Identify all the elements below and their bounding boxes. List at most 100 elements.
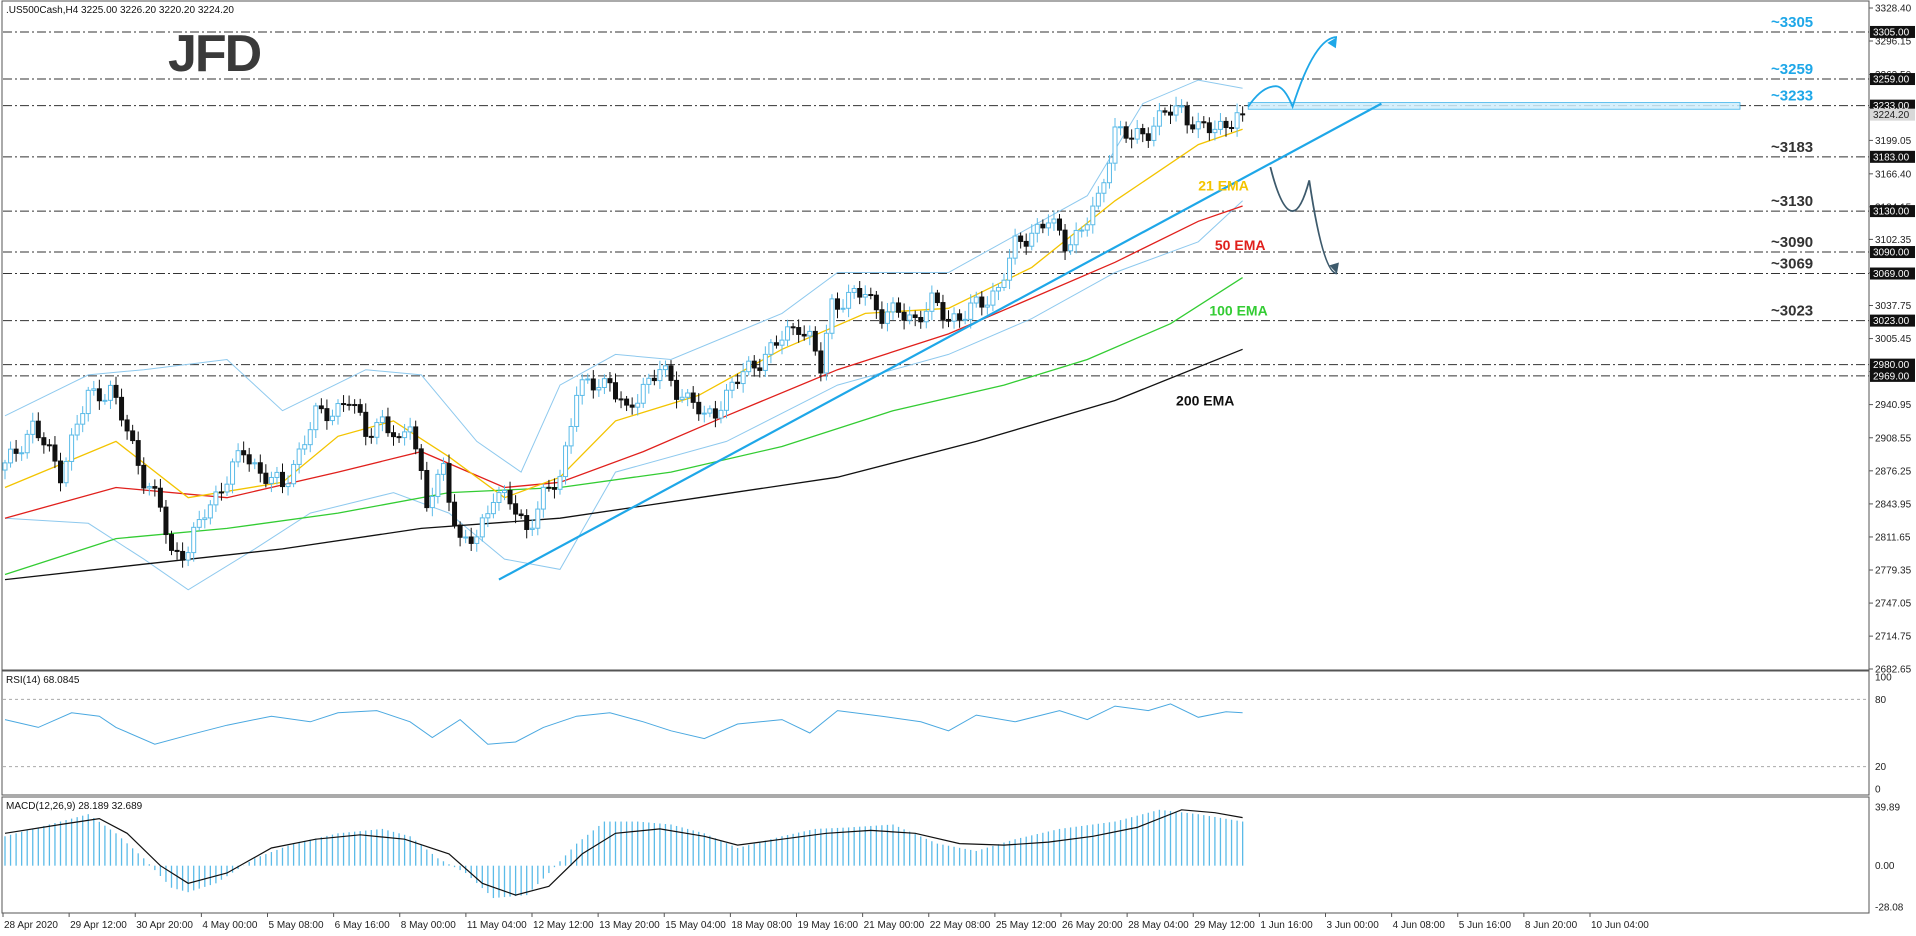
level-label: ~3305 bbox=[1771, 14, 1813, 31]
macd-pane[interactable] bbox=[1, 796, 1870, 914]
candle-body bbox=[629, 404, 635, 408]
candle-body bbox=[912, 314, 918, 319]
candle-body bbox=[973, 296, 979, 304]
candle-body bbox=[1101, 182, 1107, 194]
candle-body bbox=[180, 550, 186, 561]
candle-body bbox=[1201, 121, 1207, 124]
candle-body bbox=[96, 388, 102, 402]
rsi-header: RSI(14) 68.0845 bbox=[6, 675, 80, 686]
candle-body bbox=[185, 552, 191, 561]
macd-y-tick: 0.00 bbox=[1875, 861, 1895, 872]
x-tick-label: 28 Apr 2020 bbox=[4, 920, 58, 931]
candle-body bbox=[651, 377, 657, 382]
ema-label: 100 EMA bbox=[1209, 302, 1267, 318]
candle-body bbox=[274, 471, 280, 478]
candle-body bbox=[202, 517, 208, 521]
x-tick-label: 4 May 00:00 bbox=[202, 920, 257, 931]
candle-body bbox=[779, 339, 785, 346]
candle-body bbox=[485, 513, 491, 519]
candle-body bbox=[812, 330, 818, 352]
candle-body bbox=[1173, 105, 1179, 116]
x-tick-label: 8 May 00:00 bbox=[401, 920, 456, 931]
candle-body bbox=[585, 378, 591, 381]
candle-body bbox=[840, 307, 846, 310]
candle-body bbox=[291, 463, 297, 485]
candle-body bbox=[746, 360, 752, 373]
candle-body bbox=[940, 302, 946, 320]
candle-body bbox=[246, 454, 252, 465]
candle-body bbox=[546, 486, 552, 489]
candle-body bbox=[1034, 223, 1040, 234]
level-axis-box bbox=[1870, 314, 1915, 327]
candle-body bbox=[146, 486, 152, 489]
level-axis-label: 3069.00 bbox=[1873, 269, 1910, 280]
ema-label: 200 EMA bbox=[1176, 393, 1234, 409]
candle-body bbox=[751, 360, 757, 369]
candle-body bbox=[624, 398, 630, 406]
candle-body bbox=[263, 472, 269, 484]
candle-body bbox=[896, 302, 902, 313]
y-tick-label: 3328.40 bbox=[1875, 4, 1912, 15]
candle-body bbox=[1240, 113, 1246, 116]
candle-body bbox=[63, 460, 69, 484]
y-tick-label: 2876.25 bbox=[1875, 466, 1912, 477]
main-pane[interactable] bbox=[1, 0, 1870, 671]
candle-body bbox=[363, 411, 369, 437]
candle-body bbox=[524, 515, 530, 530]
candle-body bbox=[801, 333, 807, 337]
candle-body bbox=[368, 435, 374, 438]
rsi-pane[interactable] bbox=[1, 670, 1870, 796]
x-tick-label: 30 Apr 20:00 bbox=[136, 920, 193, 931]
candle-body bbox=[535, 508, 541, 529]
candle-body bbox=[191, 526, 197, 554]
y-tick-label: 3005.45 bbox=[1875, 334, 1912, 345]
candle-body bbox=[540, 486, 546, 510]
candle-body bbox=[174, 549, 180, 552]
candle-body bbox=[1123, 126, 1129, 139]
candle-body bbox=[74, 423, 80, 436]
candle-body bbox=[868, 294, 874, 297]
candle-body bbox=[1151, 125, 1157, 141]
candle-body bbox=[1217, 120, 1223, 130]
candle-body bbox=[879, 309, 885, 324]
level-label: ~3069 bbox=[1771, 256, 1813, 273]
candle-body bbox=[690, 392, 696, 403]
candle-body bbox=[668, 365, 674, 381]
candle-body bbox=[69, 434, 75, 462]
candle-body bbox=[718, 409, 724, 419]
candle-body bbox=[884, 311, 890, 324]
candle-body bbox=[1179, 105, 1185, 108]
candle-body bbox=[951, 313, 957, 322]
candle-body bbox=[490, 501, 496, 515]
current-price-box bbox=[1870, 108, 1915, 121]
candle-body bbox=[407, 426, 413, 433]
candle-body bbox=[1212, 128, 1218, 134]
y-tick-label: 2843.95 bbox=[1875, 499, 1912, 510]
candle-body bbox=[513, 503, 519, 515]
candle-body bbox=[934, 292, 940, 304]
candle-body bbox=[435, 473, 441, 497]
candle-body bbox=[618, 398, 624, 401]
candle-body bbox=[890, 302, 896, 313]
rsi-y-tick: 0 bbox=[1875, 785, 1881, 796]
candle-body bbox=[391, 432, 396, 438]
candle-body bbox=[607, 378, 613, 384]
candle-body bbox=[862, 294, 868, 298]
candle-body bbox=[1084, 224, 1090, 231]
candle-body bbox=[696, 401, 702, 415]
candle-body bbox=[1184, 105, 1190, 126]
candle-body bbox=[402, 431, 408, 439]
ema200-line bbox=[4, 348, 1243, 581]
candle-body bbox=[196, 519, 202, 528]
candle-body bbox=[30, 420, 36, 435]
level-axis-box bbox=[1870, 205, 1915, 218]
candle-body bbox=[707, 408, 713, 414]
level-label: ~3090 bbox=[1771, 234, 1813, 251]
candle-body bbox=[574, 394, 580, 427]
level-axis-label: 2980.00 bbox=[1873, 360, 1910, 371]
candle-body bbox=[946, 318, 951, 322]
ema-label: 21 EMA bbox=[1198, 178, 1249, 194]
candle-body bbox=[1062, 229, 1068, 252]
candle-body bbox=[568, 425, 574, 447]
